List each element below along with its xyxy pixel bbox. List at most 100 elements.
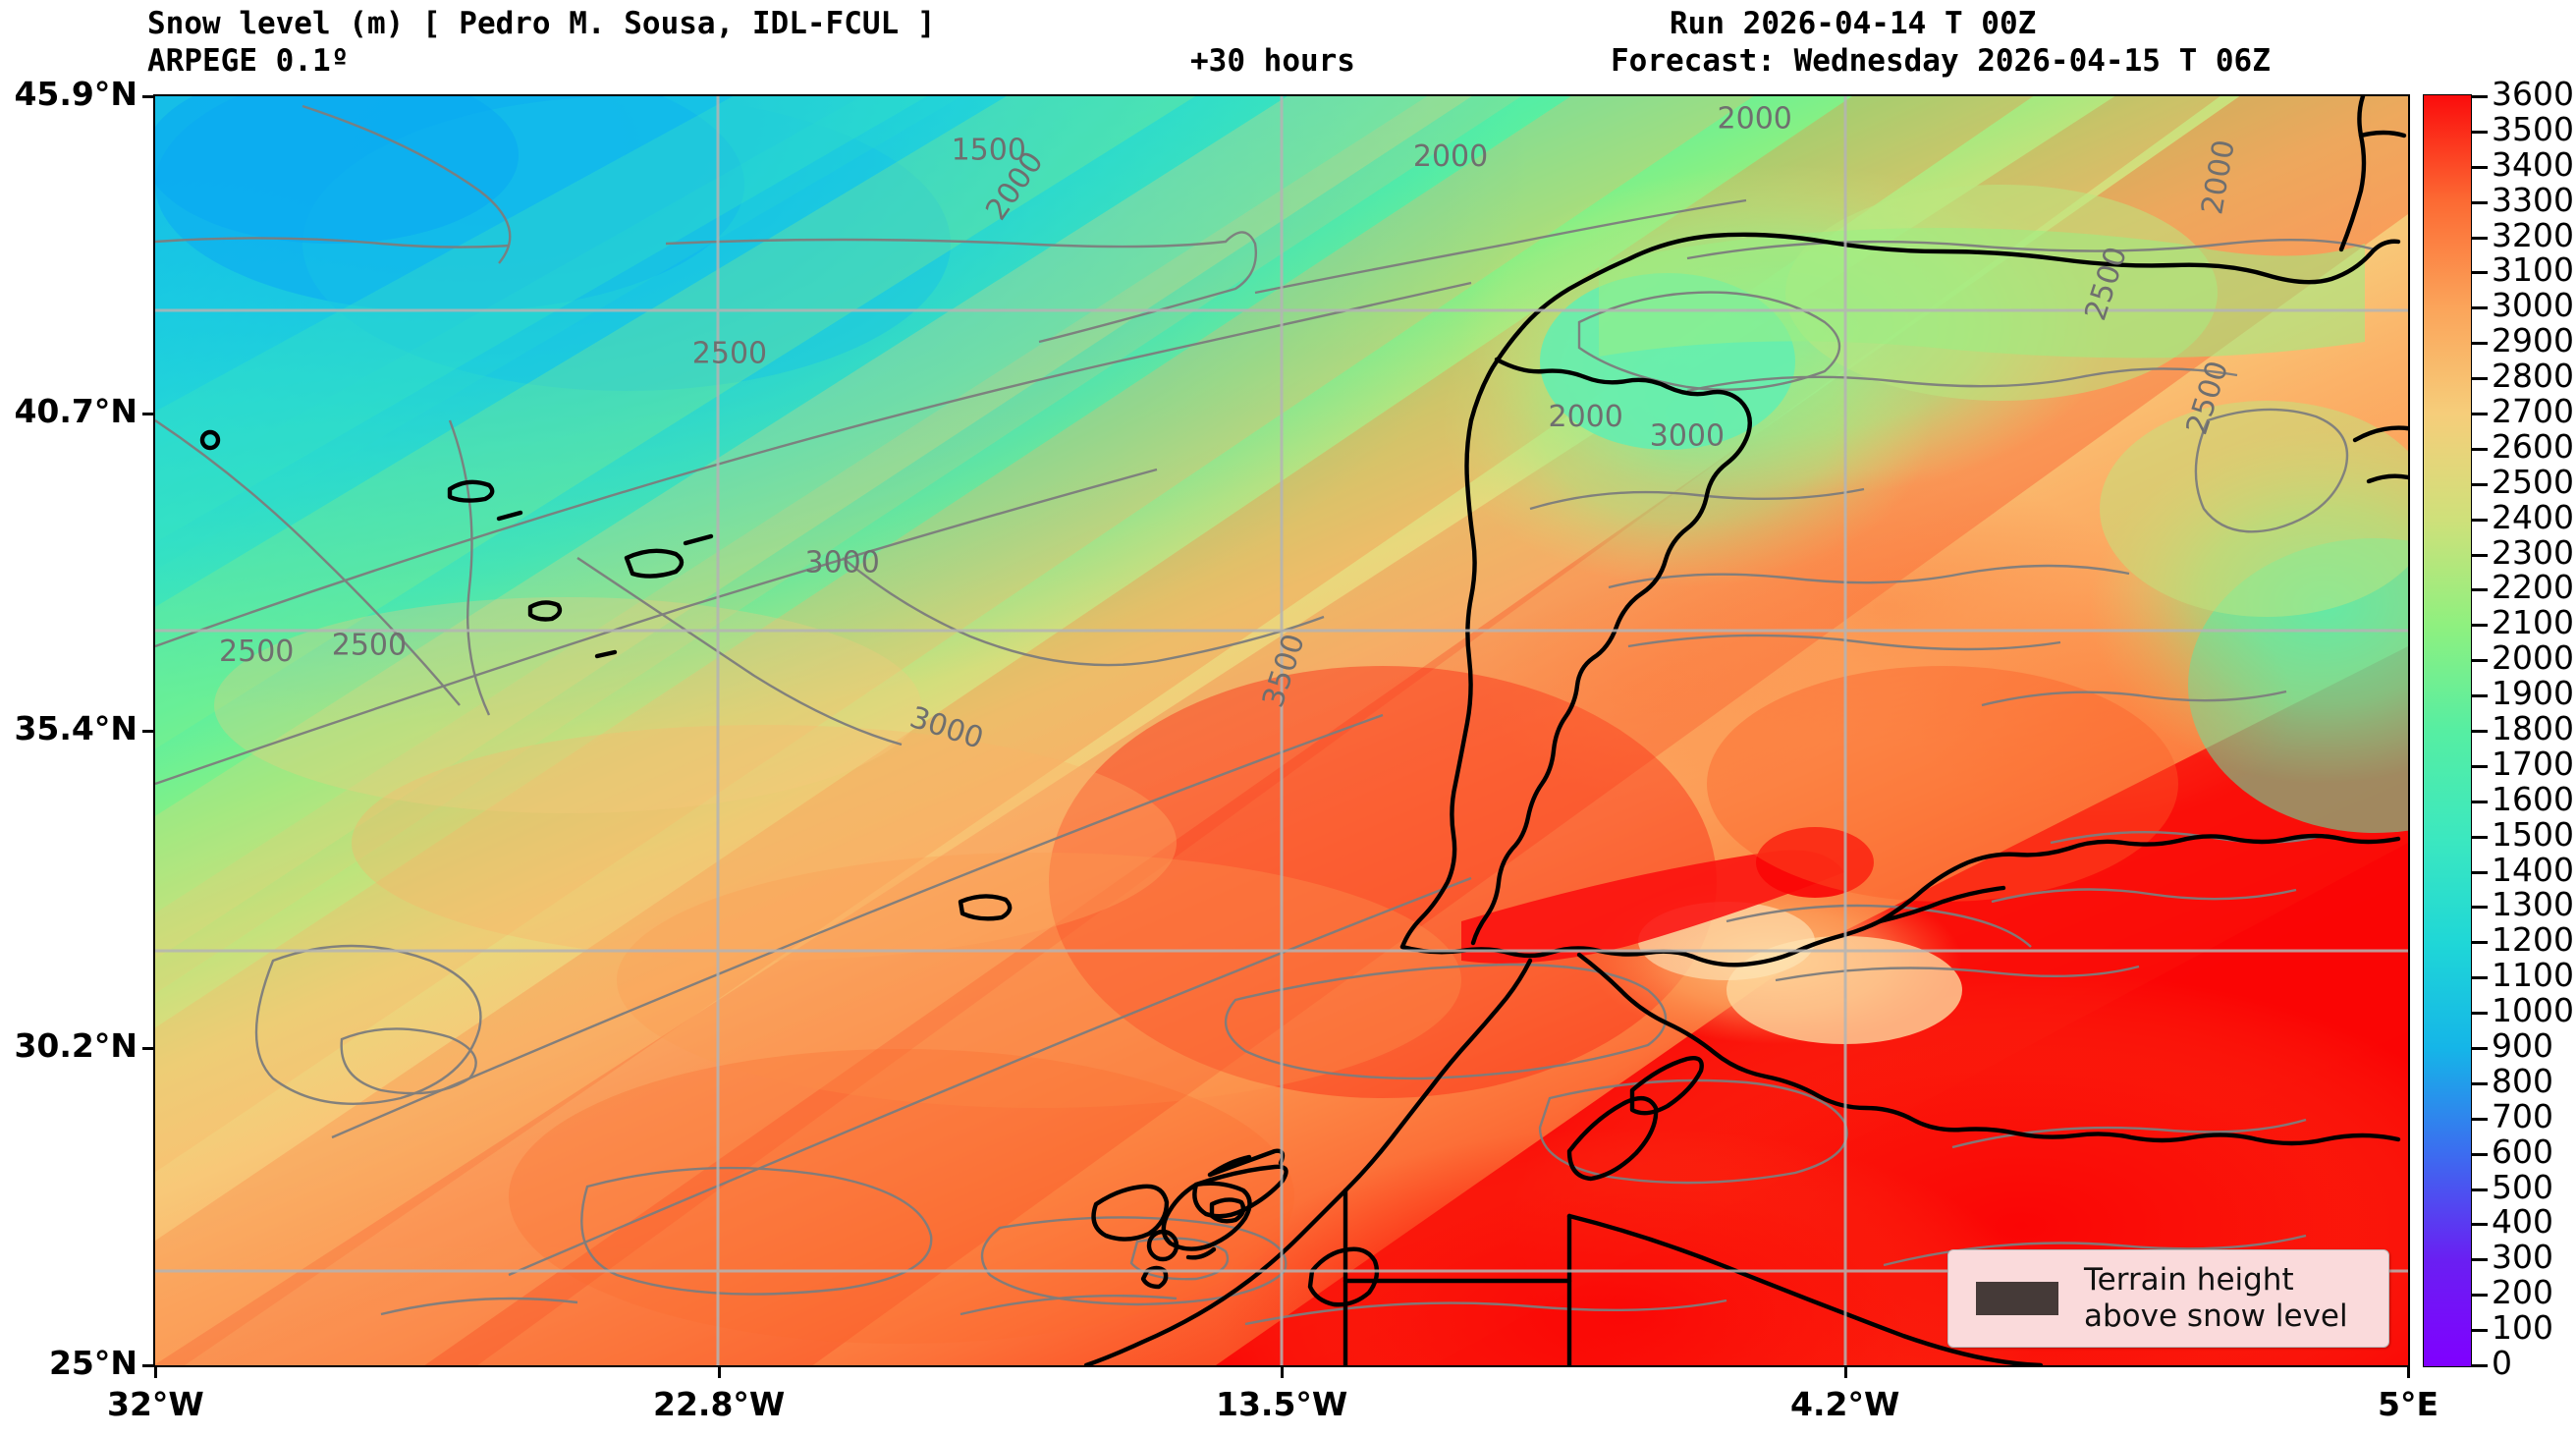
colorbar-tick [2472, 271, 2488, 275]
colorbar-tick [2472, 1081, 2488, 1085]
colorbar-tick [2472, 1152, 2488, 1156]
forecast-valid-label: Forecast: Wednesday 2026-04-15 T 06Z [1611, 43, 2271, 79]
colorbar-tick-label: 3100 [2492, 250, 2574, 290]
x-axis-label: 22.8°W [653, 1385, 786, 1423]
colorbar-tick-label: 2600 [2492, 426, 2574, 466]
contour-label: 3000 [1650, 418, 1725, 453]
colorbar-tick [2472, 870, 2488, 874]
x-axis-tick [154, 1367, 157, 1378]
colorbar-tick [2472, 730, 2488, 733]
colorbar [2423, 94, 2472, 1367]
x-axis-label: 5°E [2378, 1385, 2439, 1423]
legend-line-1: Terrain height [2084, 1262, 2294, 1299]
y-axis-label: 30.2°N [14, 1026, 137, 1065]
colorbar-tick [2472, 413, 2488, 415]
colorbar-tick-label: 300 [2492, 1238, 2553, 1277]
model-label: ARPEGE 0.1º [147, 43, 350, 79]
colorbar-tick-label: 2300 [2492, 532, 2574, 572]
contour-label: 2000 [1549, 400, 1623, 434]
colorbar-tick-label: 800 [2492, 1061, 2553, 1100]
colorbar-tick-label: 200 [2492, 1273, 2553, 1312]
colorbar-tick-label: 0 [2492, 1344, 2512, 1382]
y-axis-label: 40.7°N [14, 392, 137, 430]
colorbar-tick-label: 3300 [2492, 180, 2574, 219]
contour-label: 2500 [219, 635, 294, 669]
colorbar-tick-label: 2000 [2492, 638, 2574, 678]
y-axis-tick [142, 413, 153, 415]
colorbar-tick [2472, 306, 2488, 310]
colorbar-tick [2472, 236, 2488, 240]
colorbar-tick-label: 2200 [2492, 568, 2574, 607]
colorbar-tick [2472, 518, 2488, 522]
colorbar-tick [2472, 941, 2488, 945]
colorbar-tick-label: 1200 [2492, 920, 2574, 960]
x-axis-tick [1843, 1367, 1847, 1378]
colorbar-tick-label: 2700 [2492, 392, 2574, 430]
map-plot-area[interactable]: 1500 2000 2000 2000 2000 2000 2500 2500 2500 2500… [153, 94, 2410, 1367]
contour-label: 2500 [332, 628, 407, 662]
colorbar-tick [2472, 1223, 2488, 1227]
colorbar-tick [2472, 1117, 2488, 1121]
colorbar-tick [2472, 447, 2488, 451]
terrain-swatch-icon [1976, 1282, 2058, 1315]
colorbar-tick-label: 2800 [2492, 357, 2574, 396]
colorbar-tick [2472, 482, 2488, 486]
colorbar-tick [2472, 1188, 2488, 1191]
contour-label: 1500 [952, 134, 1026, 168]
colorbar-tick [2472, 1258, 2488, 1262]
colorbar-tick-label: 1100 [2492, 956, 2574, 995]
colorbar-tick-label: 1800 [2492, 709, 2574, 747]
colorbar-tick-label: 3400 [2492, 144, 2574, 184]
colorbar-tick [2472, 800, 2488, 803]
colorbar-tick [2472, 200, 2488, 204]
forecast-hour-label: +30 hours [1190, 43, 1355, 79]
colorbar-tick [2472, 553, 2488, 557]
contour-label: 3000 [804, 546, 879, 580]
y-axis-label: 35.4°N [14, 709, 137, 747]
colorbar-tick-label: 1600 [2492, 779, 2574, 818]
colorbar-tick [2472, 377, 2488, 381]
colorbar-tick [2472, 835, 2488, 839]
x-axis-tick [1281, 1367, 1284, 1378]
colorbar-tick-label: 3200 [2492, 215, 2574, 254]
colorbar-tick-label: 2100 [2492, 603, 2574, 642]
colorbar-tick-labels: 3600 3500 3400 3300 3200 3100 3000 2900 2800 2700… [2472, 78, 2576, 1379]
y-axis-tick [142, 95, 153, 98]
run-time-label: Run 2026-04-14 T 00Z [1670, 6, 2037, 41]
colorbar-tick-label: 1000 [2492, 991, 2574, 1030]
y-axis-label: 25°N [48, 1344, 137, 1382]
colorbar-gradient [2424, 95, 2471, 1366]
colorbar-tick [2472, 764, 2488, 768]
colorbar-tick-label: 1500 [2492, 814, 2574, 854]
legend-line-2: above snow level [2084, 1299, 2348, 1334]
x-axis-label: 4.2°W [1790, 1385, 1900, 1423]
colorbar-tick [2472, 659, 2488, 663]
page-title: Snow level (m) [ Pedro M. Sousa, IDL-FCU… [147, 6, 936, 41]
y-axis-tick [142, 1364, 153, 1367]
colorbar-tick-label: 400 [2492, 1202, 2553, 1242]
colorbar-tick-label: 2400 [2492, 497, 2574, 536]
y-axis-label: 45.9°N [14, 75, 137, 113]
colorbar-tick [2472, 976, 2488, 980]
colorbar-tick [2472, 95, 2488, 98]
colorbar-tick-label: 100 [2492, 1308, 2553, 1348]
colorbar-tick [2472, 588, 2488, 592]
colorbar-tick [2472, 624, 2488, 628]
colorbar-tick-label: 2900 [2492, 321, 2574, 360]
colorbar-tick-label: 1700 [2492, 744, 2574, 783]
colorbar-tick-label: 600 [2492, 1132, 2553, 1171]
colorbar-tick-label: 2500 [2492, 462, 2574, 501]
colorbar-tick [2472, 694, 2488, 698]
colorbar-tick-label: 500 [2492, 1167, 2553, 1206]
contour-label: 2000 [1718, 101, 1792, 136]
colorbar-tick [2472, 130, 2488, 134]
y-axis-tick [142, 1047, 153, 1050]
colorbar-tick [2472, 1012, 2488, 1016]
x-axis-label: 13.5°W [1216, 1385, 1348, 1423]
colorbar-tick [2472, 1047, 2488, 1050]
colorbar-tick [2472, 342, 2488, 346]
colorbar-tick-label: 1400 [2492, 850, 2574, 889]
